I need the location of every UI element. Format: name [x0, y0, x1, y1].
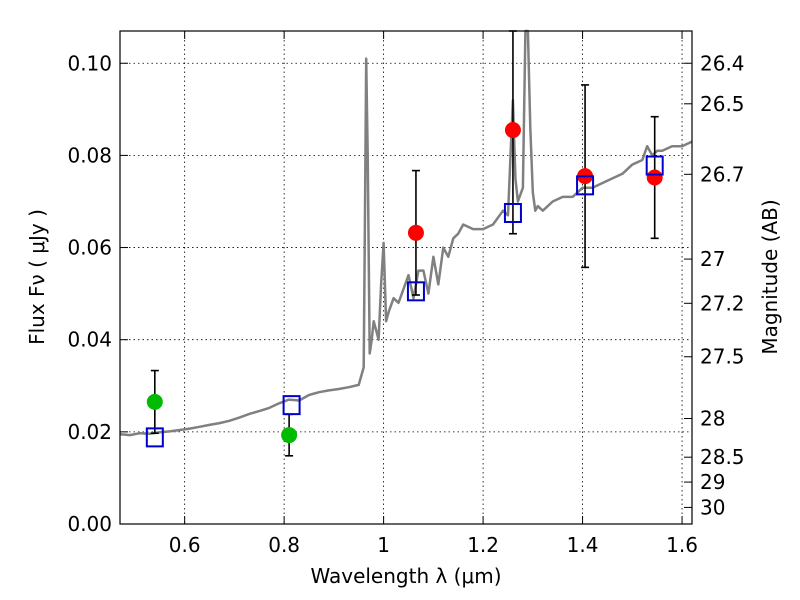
x-tick-label: 0.6 [169, 533, 201, 557]
y-tick-label: 0.08 [67, 143, 112, 167]
right-tick-label: 27.5 [700, 345, 745, 369]
right-tick-label: 26.5 [700, 92, 745, 116]
y-tick-label: 0.02 [67, 420, 112, 444]
x-tick-label: 1.2 [467, 533, 499, 557]
right-tick-label: 30 [700, 495, 725, 519]
right-tick-label: 28.5 [700, 445, 745, 469]
data-point [504, 122, 521, 139]
data-point [146, 393, 163, 410]
y-axis-title: Flux Fν ( μJy ) [25, 209, 49, 345]
data-point [646, 169, 663, 186]
right-axis-title: Magnitude (AB) [758, 199, 782, 354]
x-tick-label: 0.8 [268, 533, 300, 557]
data-markers [145, 122, 664, 448]
right-tick-label: 27.2 [700, 291, 745, 315]
x-tick-label: 1 [377, 533, 390, 557]
model-photometry-square [503, 202, 522, 223]
axis-ticks: 0.6 0.8 1 1.2 1.4 1.6 0.00 0.02 0.04 0.06 0.08 0.10… [67, 31, 745, 557]
plot-area-background [120, 31, 692, 524]
y-tick-label: 0.00 [67, 512, 112, 536]
data-point [281, 427, 298, 444]
data-point [407, 224, 424, 241]
right-tick-label: 26.7 [700, 162, 745, 186]
plot-frame [119, 30, 693, 525]
right-tick-label: 27 [700, 247, 725, 271]
y-tick-label: 0.06 [67, 236, 112, 260]
model-photometry-square [145, 427, 164, 448]
right-tick-label: 26.4 [700, 51, 745, 75]
model-photometry-square [282, 395, 301, 416]
x-axis-title: Wavelength λ (μm) [310, 564, 501, 588]
y-tick-label: 0.04 [67, 328, 112, 352]
model-photometry-square [406, 281, 425, 302]
model-photometry-square [576, 175, 595, 196]
x-tick-label: 1.6 [666, 533, 698, 557]
right-tick-label: 29 [700, 470, 725, 494]
model-spectrum-line [119, 29, 693, 437]
y-tick-label: 0.10 [67, 51, 112, 75]
x-tick-label: 1.4 [567, 533, 599, 557]
model-photometry-square [645, 155, 664, 176]
model-spectrum-layer [119, 29, 693, 437]
right-tick-label: 28 [700, 406, 725, 430]
